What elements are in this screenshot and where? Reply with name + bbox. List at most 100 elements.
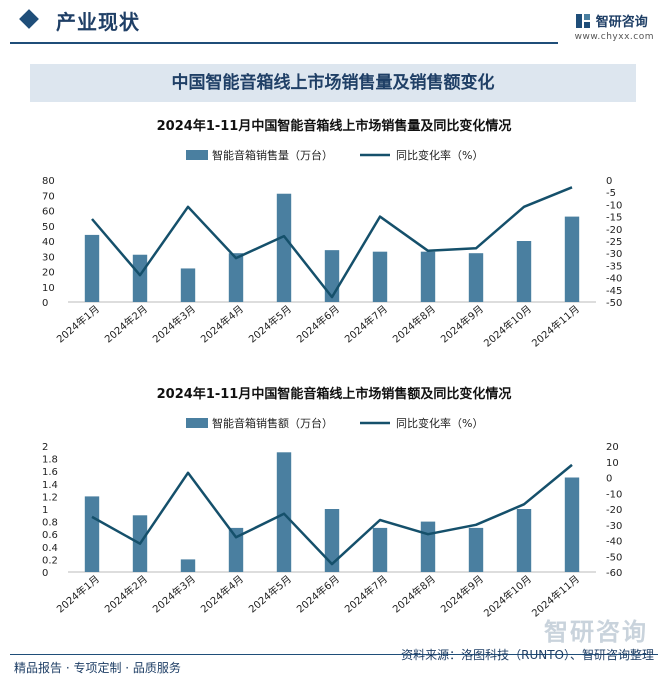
x-tick-label: 2024年7月 <box>342 302 390 345</box>
x-tick-label: 2024年4月 <box>198 302 246 345</box>
legend-bar-label: 智能音箱销售额（万台） <box>212 416 333 430</box>
y-right-tick-label: 0 <box>606 474 612 485</box>
x-tick-label: 2024年7月 <box>342 572 390 615</box>
bar <box>372 527 388 572</box>
brand-url: www.chyxx.com <box>574 32 654 42</box>
y-left-tick-label: 30 <box>42 252 55 263</box>
y-right-tick-label: 10 <box>606 458 619 469</box>
y-right-tick-label: -15 <box>606 213 622 224</box>
x-tick-label: 2024年2月 <box>102 302 150 345</box>
y-left-tick-label: 50 <box>42 222 55 233</box>
y-left-tick-label: 1.6 <box>42 467 58 478</box>
bar <box>516 509 532 572</box>
y-left-tick-label: 40 <box>42 237 55 248</box>
bar <box>564 216 580 302</box>
y-left-tick-label: 10 <box>42 283 55 294</box>
y-left-tick-label: 2 <box>42 442 48 453</box>
section-title: 产业现状 <box>56 10 140 34</box>
x-tick-label: 2024年5月 <box>246 572 294 615</box>
y-left-tick-label: 1.2 <box>42 492 58 503</box>
x-tick-label: 2024年6月 <box>294 302 342 345</box>
bar <box>564 477 580 572</box>
y-right-tick-label: -30 <box>606 521 622 532</box>
x-tick-label: 2024年10月 <box>481 302 534 349</box>
y-left-tick-label: 1.8 <box>42 455 58 466</box>
banner-title: 中国智能音箱线上市场销售量及销售额变化 <box>30 64 636 102</box>
y-left-tick-label: 60 <box>42 207 55 218</box>
y-left-tick-label: 0.2 <box>42 555 58 566</box>
bar <box>228 527 244 572</box>
y-left-tick-label: 20 <box>42 268 55 279</box>
legend-bar-swatch <box>186 418 208 428</box>
legend-line-label: 同比变化率（%） <box>396 148 483 162</box>
bar <box>180 559 196 572</box>
y-right-tick-label: 20 <box>606 442 619 453</box>
bar <box>516 241 532 302</box>
diamond-icon <box>19 9 39 29</box>
y-right-tick-label: -20 <box>606 225 622 236</box>
y-right-tick-label: -40 <box>606 274 622 285</box>
bar <box>324 250 340 302</box>
y-left-tick-label: 70 <box>42 191 55 202</box>
bar <box>420 251 436 302</box>
bar <box>372 251 388 302</box>
x-tick-label: 2024年9月 <box>438 572 486 615</box>
header: 产业现状 智研咨询 www.chyxx.com <box>0 0 668 52</box>
bar <box>276 452 292 572</box>
y-right-tick-label: 0 <box>606 176 612 187</box>
brand-logo-icon <box>575 13 590 28</box>
series-line <box>91 186 573 299</box>
x-tick-label: 2024年9月 <box>438 302 486 345</box>
x-tick-label: 2024年8月 <box>390 572 438 615</box>
y-right-tick-label: -45 <box>606 286 622 297</box>
brand: 智研咨询 www.chyxx.com <box>575 10 654 42</box>
x-tick-label: 2024年3月 <box>150 572 198 615</box>
bar <box>420 521 436 572</box>
y-left-tick-label: 0.4 <box>42 543 58 554</box>
bar <box>468 253 484 302</box>
bar <box>180 268 196 302</box>
legend-bar-swatch <box>186 150 208 160</box>
x-tick-label: 2024年10月 <box>481 572 534 619</box>
y-right-tick-label: -35 <box>606 261 622 272</box>
x-tick-label: 2024年5月 <box>246 302 294 345</box>
y-right-tick-label: -60 <box>606 568 622 579</box>
y-right-tick-label: -10 <box>606 200 622 211</box>
bar <box>228 253 244 302</box>
y-right-tick-label: -25 <box>606 237 622 248</box>
bar <box>276 193 292 302</box>
x-tick-label: 2024年1月 <box>54 572 102 615</box>
bar <box>132 254 148 302</box>
bar <box>324 509 340 572</box>
y-left-tick-label: 0.6 <box>42 530 58 541</box>
series-line <box>91 463 573 566</box>
y-left-tick-label: 0 <box>42 298 48 309</box>
brand-name: 智研咨询 <box>595 15 648 30</box>
x-tick-label: 2024年1月 <box>54 302 102 345</box>
legend-line-label: 同比变化率（%） <box>396 416 483 430</box>
bar <box>84 496 100 572</box>
x-tick-label: 2024年2月 <box>102 572 150 615</box>
chart-title: 2024年1-11月中国智能音箱线上市场销售额及同比变化情况 <box>157 386 512 402</box>
y-left-tick-label: 80 <box>42 176 55 187</box>
bar <box>84 234 100 302</box>
y-left-tick-label: 0 <box>42 568 48 579</box>
sales-volume-chart: 2024年1-11月中国智能音箱线上市场销售量及同比变化情况智能音箱销售量（万台… <box>42 118 622 350</box>
legend-bar-label: 智能音箱销售量（万台） <box>212 148 333 162</box>
x-tick-label: 2024年6月 <box>294 572 342 615</box>
y-left-tick-label: 1 <box>42 505 48 516</box>
y-right-tick-label: -10 <box>606 489 622 500</box>
chart-title: 2024年1-11月中国智能音箱线上市场销售量及同比变化情况 <box>157 118 512 134</box>
x-tick-label: 2024年8月 <box>390 302 438 345</box>
bar <box>468 527 484 572</box>
y-right-tick-label: -40 <box>606 537 622 548</box>
watermark: 智研咨询 <box>544 618 648 646</box>
footer-divider <box>10 654 658 655</box>
y-right-tick-label: -50 <box>606 552 622 563</box>
header-divider <box>10 42 558 44</box>
x-tick-label: 2024年11月 <box>529 302 582 349</box>
y-left-tick-label: 1.4 <box>42 480 58 491</box>
footer-tagline: 精品报告 · 专项定制 · 品质服务 <box>14 661 181 675</box>
y-right-tick-label: -30 <box>606 249 622 260</box>
sales-value-chart: 2024年1-11月中国智能音箱线上市场销售额及同比变化情况智能音箱销售额（万台… <box>42 386 622 620</box>
